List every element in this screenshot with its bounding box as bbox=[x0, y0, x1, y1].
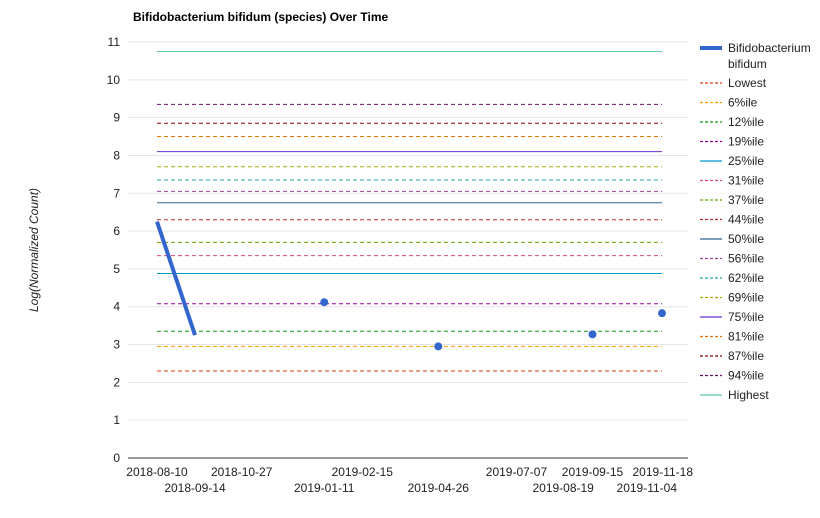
x-tick-label: 2019-08-19 bbox=[532, 481, 594, 495]
legend-label: 87%ile bbox=[728, 349, 764, 363]
legend: Bifidobacterium bifidum Lowest 6%ile 12%ile 1… bbox=[700, 41, 811, 402]
legend-label: 62%ile bbox=[728, 271, 764, 285]
legend-label: 81%ile bbox=[728, 330, 764, 344]
x-tick-label: 2018-08-10 bbox=[126, 465, 188, 479]
legend-label: Bifidobacterium bbox=[728, 41, 811, 55]
x-tick-label: 2019-01-11 bbox=[294, 481, 355, 495]
legend-label: 56%ile bbox=[728, 252, 764, 266]
y-tick-label: 6 bbox=[113, 224, 120, 238]
y-tick-label: 2 bbox=[113, 375, 120, 389]
series-layer bbox=[155, 221, 666, 351]
legend-label: Highest bbox=[728, 388, 769, 402]
y-tick-label: 4 bbox=[113, 300, 120, 314]
x-tick-label: 2019-11-04 bbox=[617, 481, 678, 495]
legend-label: 50%ile bbox=[728, 232, 764, 246]
legend-label: 31%ile bbox=[728, 174, 764, 188]
x-tick-label: 2018-09-14 bbox=[164, 481, 226, 495]
y-tick-label: 1 bbox=[113, 413, 120, 427]
data-point bbox=[320, 298, 329, 307]
grid-lines bbox=[128, 41, 688, 459]
x-tick-label: 2019-02-15 bbox=[332, 465, 394, 479]
legend-label: 75%ile bbox=[728, 310, 764, 324]
legend-label: bifidum bbox=[728, 57, 767, 71]
legend-label: 19%ile bbox=[728, 135, 764, 149]
legend-label: Lowest bbox=[728, 76, 767, 90]
legend-label: 94%ile bbox=[728, 369, 764, 383]
x-axis: 2018-08-10 2018-09-14 2018-10-27 2019-01-11… bbox=[126, 465, 693, 495]
y-tick-label: 5 bbox=[113, 262, 120, 276]
series-line bbox=[155, 221, 197, 336]
y-tick-label: 3 bbox=[113, 338, 120, 352]
y-axis: 0 1 2 3 4 5 6 7 8 9 10 11 bbox=[107, 35, 121, 465]
legend-label: 12%ile bbox=[728, 115, 764, 129]
x-tick-label: 2018-10-27 bbox=[211, 465, 273, 479]
y-tick-label: 9 bbox=[113, 111, 120, 125]
legend-label: 6%ile bbox=[728, 96, 758, 110]
data-point bbox=[658, 309, 666, 318]
legend-label: 69%ile bbox=[728, 291, 764, 305]
legend-label: 44%ile bbox=[728, 213, 764, 227]
legend-label: 25%ile bbox=[728, 154, 764, 168]
y-tick-label: 10 bbox=[107, 73, 121, 87]
chart-title: Bifidobacterium bifidum (species) Over T… bbox=[133, 10, 388, 24]
y-axis-label: Log(Normalized Count) bbox=[27, 188, 41, 312]
x-tick-label: 2019-07-07 bbox=[486, 465, 548, 479]
x-tick-label: 2019-04-26 bbox=[408, 481, 470, 495]
reference-lines bbox=[157, 50, 662, 372]
x-tick-label: 2019-09-15 bbox=[562, 465, 624, 479]
y-tick-label: 0 bbox=[113, 451, 120, 465]
y-tick-label: 11 bbox=[108, 35, 121, 49]
y-tick-label: 8 bbox=[113, 148, 120, 162]
legend-label: 37%ile bbox=[728, 193, 764, 207]
y-tick-label: 7 bbox=[113, 186, 120, 200]
x-tick-label: 2019-11-18 bbox=[633, 465, 694, 479]
data-point bbox=[434, 342, 443, 351]
data-point bbox=[588, 330, 597, 339]
